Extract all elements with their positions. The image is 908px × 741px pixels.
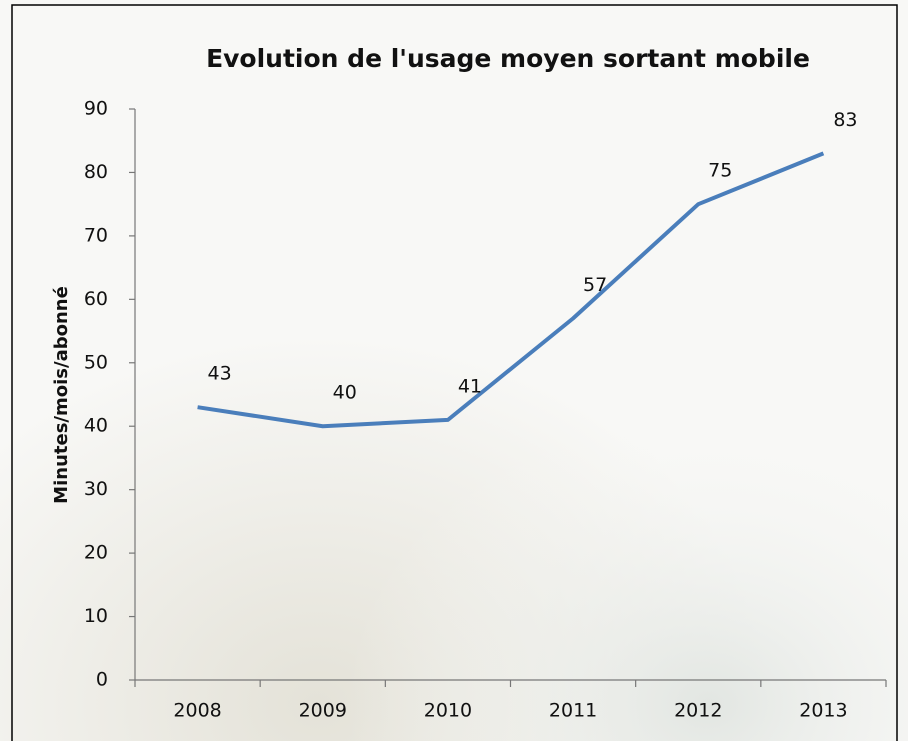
chart-frame — [11, 4, 898, 741]
y-tick-label: 80 — [84, 161, 108, 183]
y-tick-label: 70 — [84, 224, 108, 246]
x-tick-label: 2009 — [299, 700, 347, 722]
x-tick-label: 2013 — [799, 700, 847, 722]
x-tick-label: 2010 — [424, 700, 472, 722]
data-label: 75 — [708, 160, 732, 182]
data-label: 43 — [207, 363, 231, 385]
data-line — [197, 151, 825, 429]
y-axis-label: Minutes/mois/abonné — [51, 286, 72, 504]
x-tick-label: 2011 — [549, 700, 597, 722]
y-tick-label: 40 — [84, 415, 108, 437]
y-tick-label: 90 — [84, 98, 108, 120]
data-label: 41 — [458, 375, 482, 397]
y-tick-label: 0 — [96, 669, 108, 691]
x-tick-label: 2012 — [674, 700, 722, 722]
x-tick-label: 2008 — [173, 700, 221, 722]
y-tick-label: 20 — [84, 542, 108, 564]
y-tick-label: 30 — [84, 478, 108, 500]
chart-title: Evolution de l'usage moyen sortant mobil… — [206, 44, 810, 73]
y-tick-label: 50 — [84, 351, 108, 373]
data-label: 83 — [833, 109, 857, 131]
y-tick-label: 60 — [84, 288, 108, 310]
y-tick-label: 10 — [84, 605, 108, 627]
data-label: 57 — [583, 274, 607, 296]
data-label: 40 — [333, 382, 357, 404]
